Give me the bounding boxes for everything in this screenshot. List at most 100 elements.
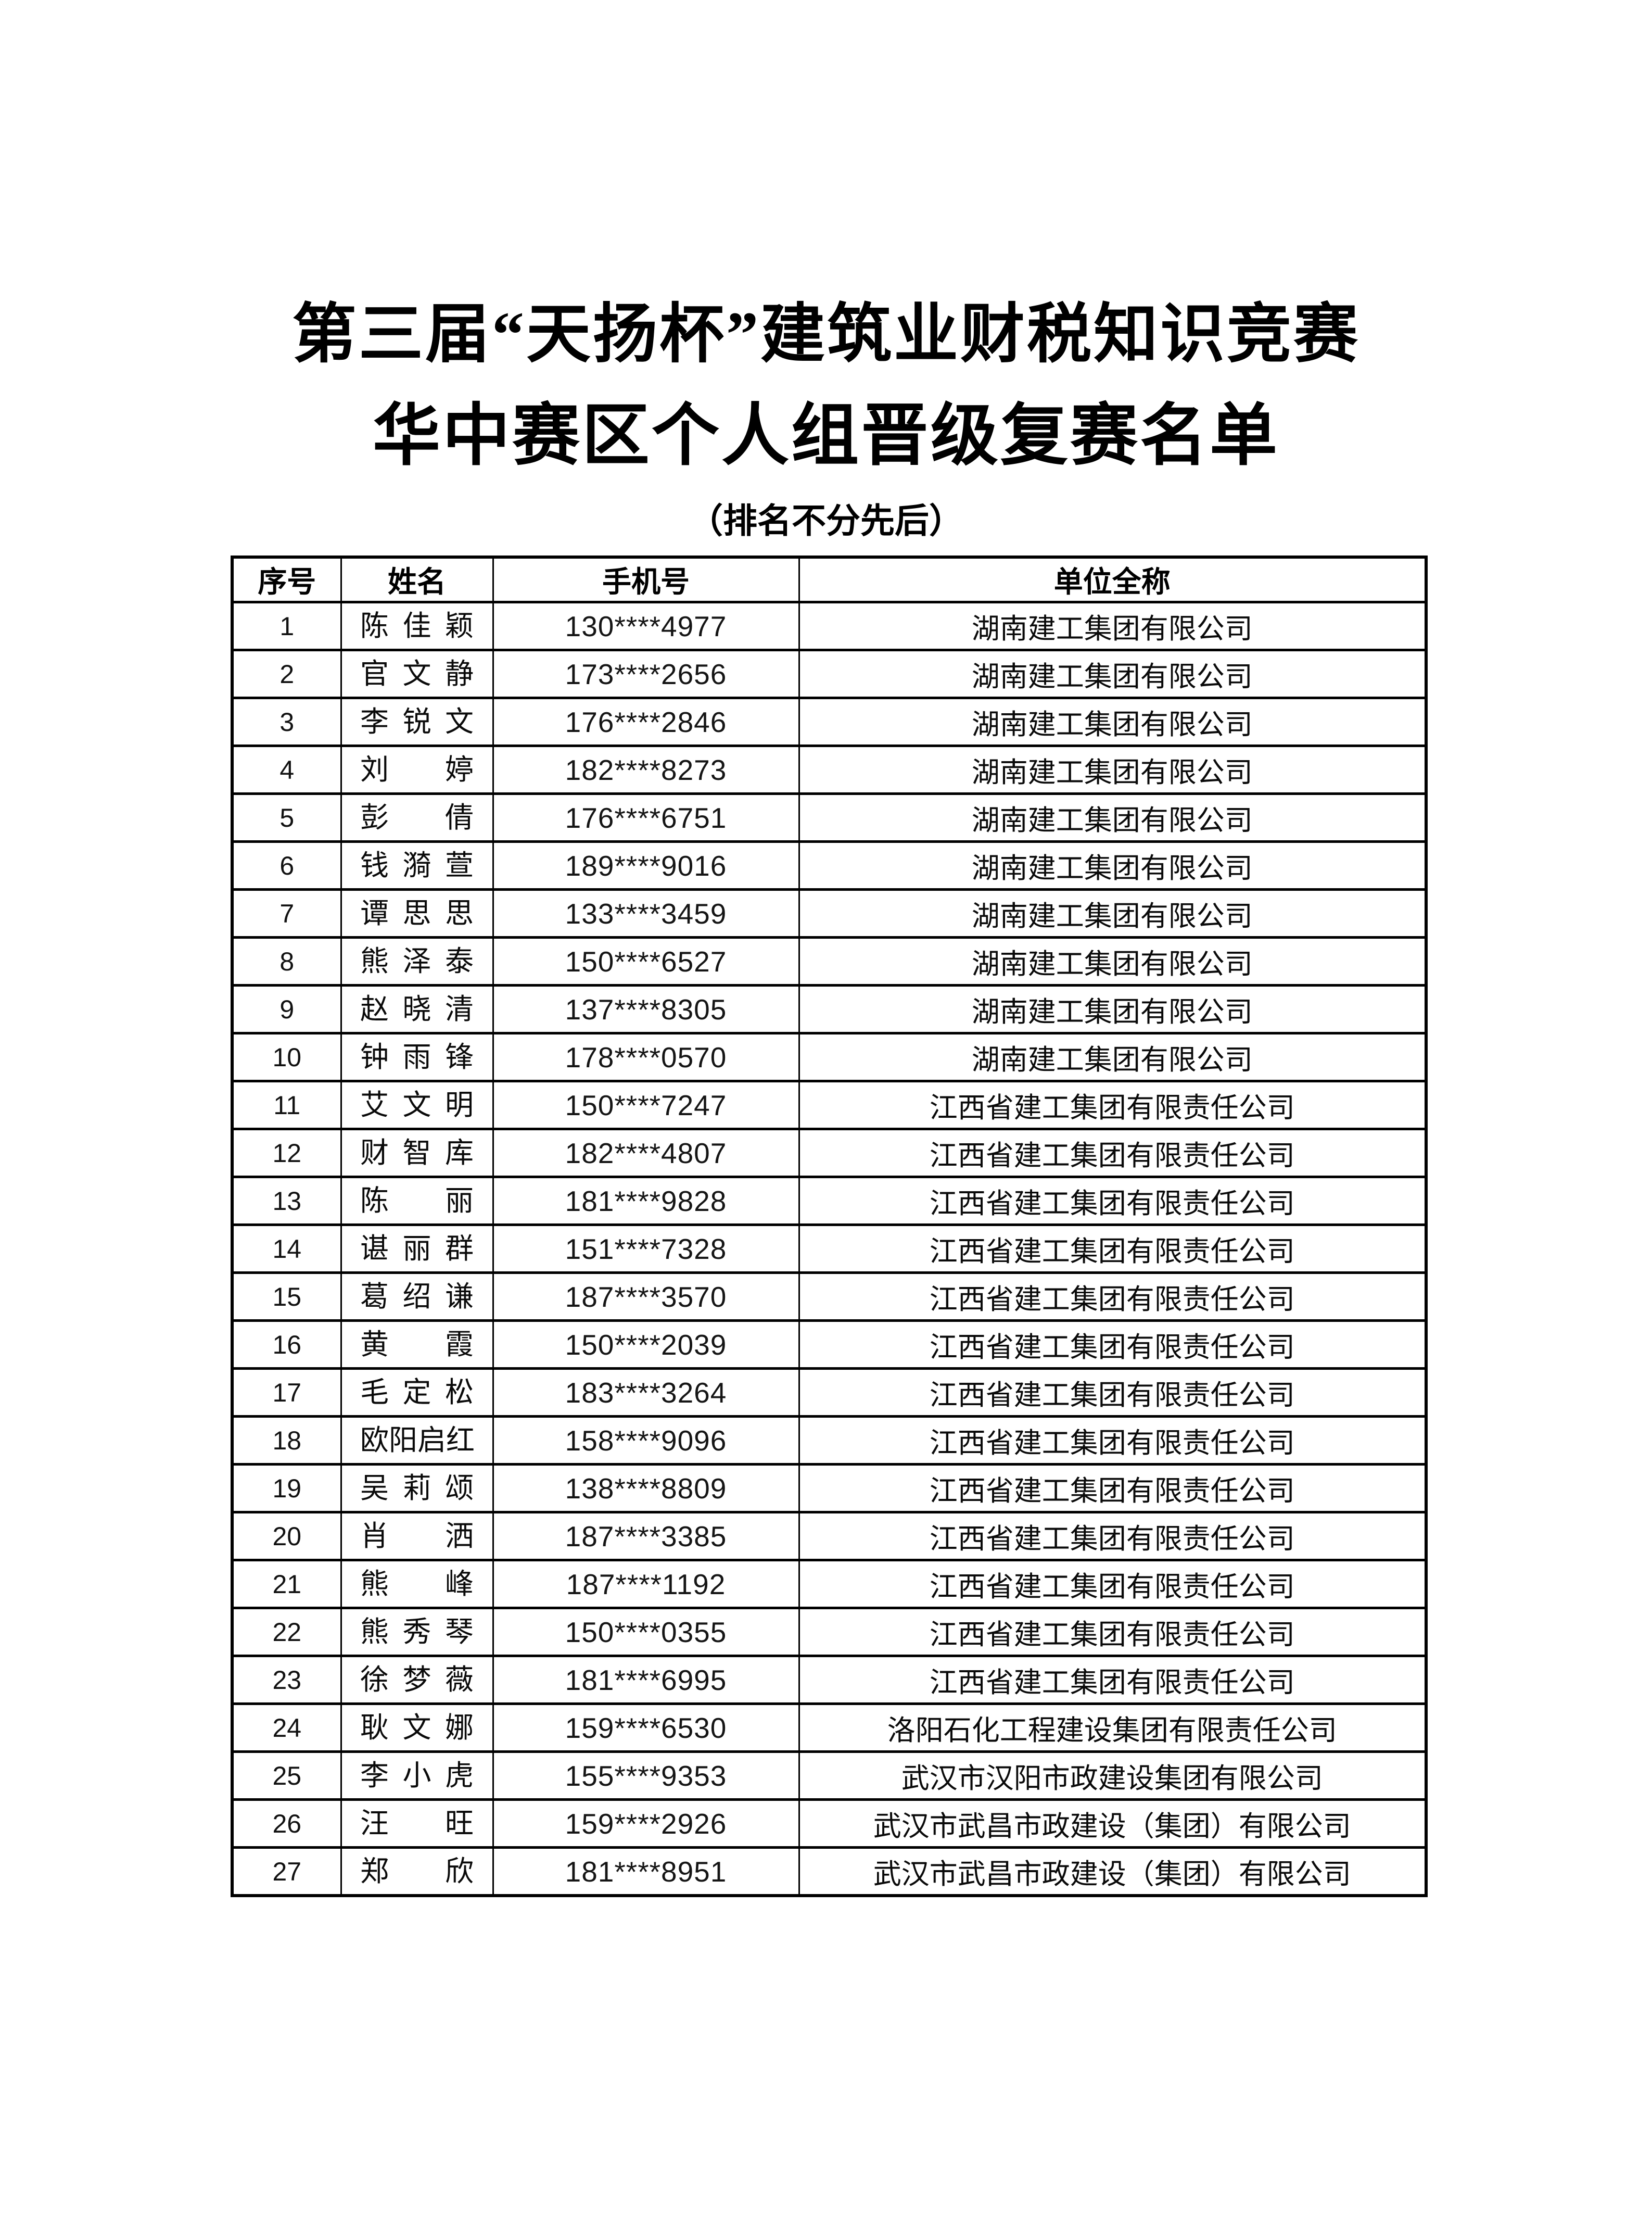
table-row: 21 熊峰 187****1192 江西省建工集团有限责任公司 — [231, 1559, 1427, 1610]
table-row: 20 肖洒 187****3385 江西省建工集团有限责任公司 — [231, 1511, 1427, 1562]
cell-phone-number: 181****8951 — [492, 1846, 800, 1897]
qualifiers-table: 序号 姓名 手机号 单位全称 1 陈佳颖 130****4977 湖南建工集团有… — [231, 556, 1428, 1897]
person-name: 刘婷 — [360, 754, 474, 786]
cell-company-name: 江西省建工集团有限责任公司 — [798, 1319, 1427, 1370]
cell-phone-number: 151****7328 — [492, 1223, 800, 1274]
cell-company-name: 湖南建工集团有限公司 — [798, 697, 1427, 748]
cell-name: 熊峰 — [340, 1559, 494, 1610]
cell-phone-number: 137****8305 — [492, 984, 800, 1035]
cell-name: 肖洒 — [340, 1511, 494, 1562]
cell-phone-number: 138****8809 — [492, 1463, 800, 1514]
cell-company-name: 湖南建工集团有限公司 — [798, 936, 1427, 987]
cell-company-name: 江西省建工集团有限责任公司 — [798, 1655, 1427, 1706]
cell-name: 官文静 — [340, 649, 494, 700]
cell-serial-number: 5 — [231, 792, 342, 843]
cell-name: 毛定松 — [340, 1367, 494, 1418]
cell-serial-number: 6 — [231, 840, 342, 891]
table-row: 9 赵晓清 137****8305 湖南建工集团有限公司 — [231, 984, 1427, 1035]
cell-phone-number: 159****6530 — [492, 1702, 800, 1753]
person-name: 熊秀琴 — [360, 1616, 474, 1648]
person-name: 谭思思 — [360, 898, 474, 930]
table-row: 19 吴莉颂 138****8809 江西省建工集团有限责任公司 — [231, 1463, 1427, 1514]
cell-serial-number: 16 — [231, 1319, 342, 1370]
cell-phone-number: 133****3459 — [492, 888, 800, 939]
cell-company-name: 江西省建工集团有限责任公司 — [798, 1559, 1427, 1610]
table-row: 5 彭倩 176****6751 湖南建工集团有限公司 — [231, 792, 1427, 843]
header-cell-name: 姓名 — [340, 556, 494, 604]
cell-company-name: 湖南建工集团有限公司 — [798, 984, 1427, 1035]
table-row: 27 郑欣 181****8951 武汉市武昌市政建设（集团）有限公司 — [231, 1846, 1427, 1897]
cell-serial-number: 9 — [231, 984, 342, 1035]
cell-name: 艾文明 — [340, 1080, 494, 1131]
cell-name: 财智库 — [340, 1128, 494, 1179]
cell-phone-number: 181****6995 — [492, 1655, 800, 1706]
cell-phone-number: 173****2656 — [492, 649, 800, 700]
person-name: 艾文明 — [360, 1089, 474, 1121]
person-name: 彭倩 — [360, 802, 474, 834]
cell-serial-number: 15 — [231, 1271, 342, 1322]
cell-phone-number: 176****6751 — [492, 792, 800, 843]
cell-company-name: 江西省建工集团有限责任公司 — [798, 1511, 1427, 1562]
cell-serial-number: 21 — [231, 1559, 342, 1610]
cell-name: 钟雨锋 — [340, 1032, 494, 1083]
cell-phone-number: 183****3264 — [492, 1367, 800, 1418]
cell-name: 吴莉颂 — [340, 1463, 494, 1514]
person-name: 钱漪萱 — [360, 850, 474, 882]
cell-serial-number: 26 — [231, 1798, 342, 1849]
person-name: 赵晓清 — [360, 993, 474, 1026]
person-name: 熊峰 — [360, 1568, 474, 1600]
cell-name: 彭倩 — [340, 792, 494, 843]
cell-phone-number: 178****0570 — [492, 1032, 800, 1083]
cell-phone-number: 187****3385 — [492, 1511, 800, 1562]
cell-serial-number: 27 — [231, 1846, 342, 1897]
table-row: 1 陈佳颖 130****4977 湖南建工集团有限公司 — [231, 601, 1427, 652]
person-name: 官文静 — [360, 658, 474, 690]
cell-phone-number: 130****4977 — [492, 601, 800, 652]
table-row: 6 钱漪萱 189****9016 湖南建工集团有限公司 — [231, 840, 1427, 891]
cell-name: 熊泽泰 — [340, 936, 494, 987]
person-name: 毛定松 — [360, 1377, 474, 1409]
cell-company-name: 江西省建工集团有限责任公司 — [798, 1463, 1427, 1514]
cell-company-name: 湖南建工集团有限公司 — [798, 744, 1427, 796]
cell-company-name: 武汉市武昌市政建设（集团）有限公司 — [798, 1798, 1427, 1849]
cell-name: 耿文娜 — [340, 1702, 494, 1753]
cell-phone-number: 150****7247 — [492, 1080, 800, 1131]
table-row: 15 葛绍谦 187****3570 江西省建工集团有限责任公司 — [231, 1271, 1427, 1322]
table-row: 24 耿文娜 159****6530 洛阳石化工程建设集团有限责任公司 — [231, 1702, 1427, 1753]
cell-company-name: 湖南建工集团有限公司 — [798, 888, 1427, 939]
header-cell-phone: 手机号 — [492, 556, 800, 604]
table-row: 16 黄霞 150****2039 江西省建工集团有限责任公司 — [231, 1319, 1427, 1370]
cell-phone-number: 155****9353 — [492, 1750, 800, 1801]
cell-name: 刘婷 — [340, 744, 494, 796]
cell-name: 汪旺 — [340, 1798, 494, 1849]
cell-phone-number: 181****9828 — [492, 1176, 800, 1227]
cell-serial-number: 1 — [231, 601, 342, 652]
person-name: 谌丽群 — [360, 1233, 474, 1265]
cell-name: 李锐文 — [340, 697, 494, 748]
cell-serial-number: 13 — [231, 1176, 342, 1227]
ranking-note: （排名不分先后） — [689, 502, 963, 541]
table-row: 14 谌丽群 151****7328 江西省建工集团有限责任公司 — [231, 1223, 1427, 1274]
cell-company-name: 江西省建工集团有限责任公司 — [798, 1271, 1427, 1322]
cell-company-name: 江西省建工集团有限责任公司 — [798, 1128, 1427, 1179]
cell-phone-number: 187****1192 — [492, 1559, 800, 1610]
cell-serial-number: 3 — [231, 697, 342, 748]
table-row: 22 熊秀琴 150****0355 江西省建工集团有限责任公司 — [231, 1607, 1427, 1658]
table-row: 4 刘婷 182****8273 湖南建工集团有限公司 — [231, 744, 1427, 796]
table-body: 1 陈佳颖 130****4977 湖南建工集团有限公司 2 官文静 173**… — [231, 601, 1427, 1897]
table-row: 13 陈丽 181****9828 江西省建工集团有限责任公司 — [231, 1176, 1427, 1227]
cell-phone-number: 150****2039 — [492, 1319, 800, 1370]
table-row: 17 毛定松 183****3264 江西省建工集团有限责任公司 — [231, 1367, 1427, 1418]
cell-phone-number: 158****9096 — [492, 1415, 800, 1466]
table-row: 8 熊泽泰 150****6527 湖南建工集团有限公司 — [231, 936, 1427, 987]
cell-company-name: 湖南建工集团有限公司 — [798, 1032, 1427, 1083]
cell-company-name: 湖南建工集团有限公司 — [798, 649, 1427, 700]
cell-company-name: 湖南建工集团有限公司 — [798, 840, 1427, 891]
cell-serial-number: 4 — [231, 744, 342, 796]
cell-name: 欧阳启红 — [340, 1415, 494, 1466]
cell-name: 赵晓清 — [340, 984, 494, 1035]
person-name: 葛绍谦 — [360, 1281, 474, 1313]
cell-company-name: 江西省建工集团有限责任公司 — [798, 1415, 1427, 1466]
cell-company-name: 江西省建工集团有限责任公司 — [798, 1607, 1427, 1658]
cell-serial-number: 14 — [231, 1223, 342, 1274]
